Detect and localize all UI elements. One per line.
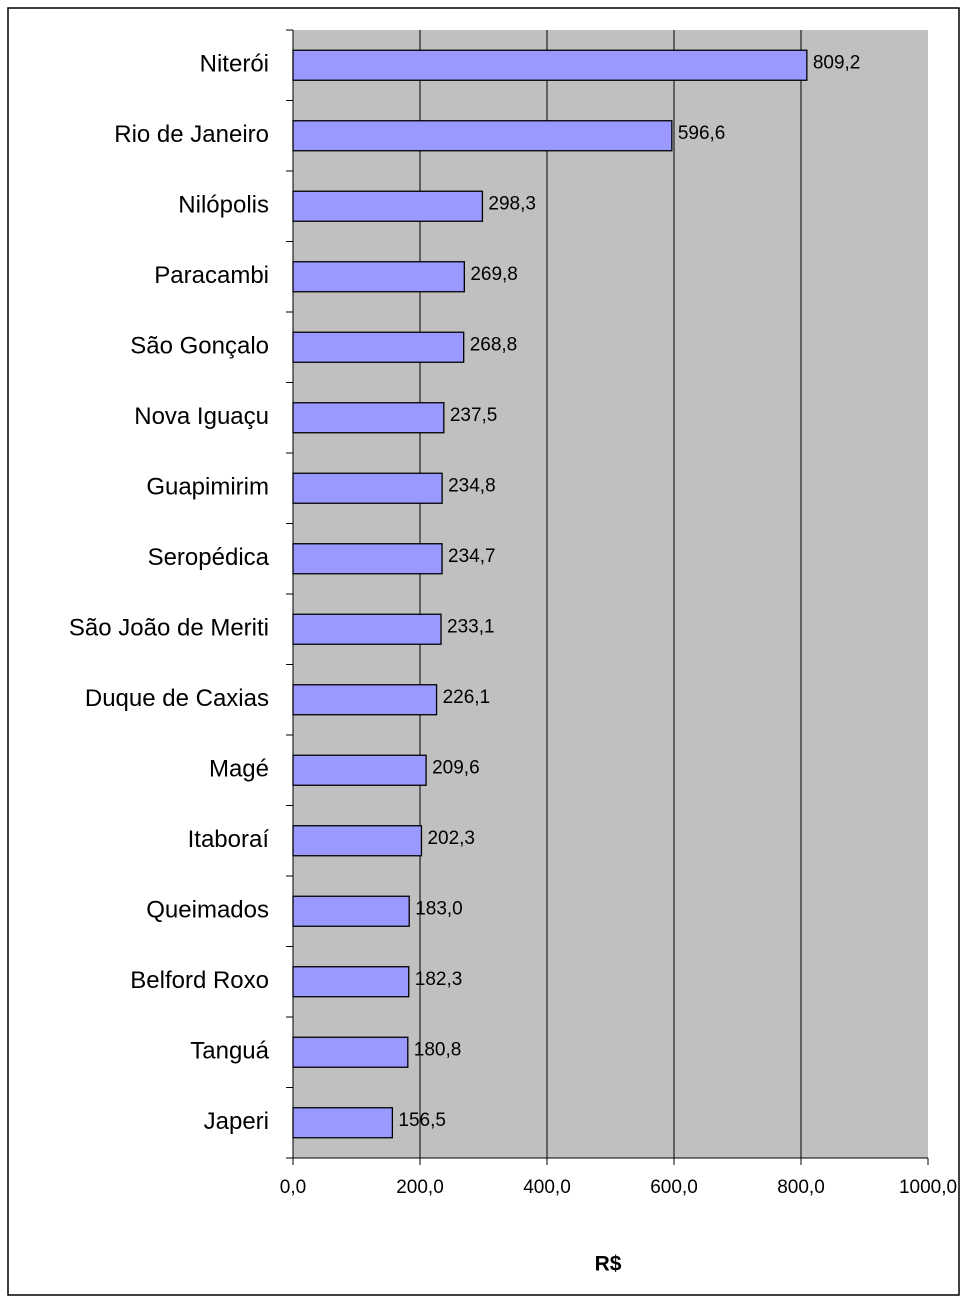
value-label: 809,2 (813, 52, 861, 73)
value-label: 269,8 (470, 264, 518, 285)
y-tick-label: Nilópolis (178, 192, 269, 219)
y-tick-label: Itaboraí (188, 826, 270, 853)
y-tick-label: São Gonçalo (130, 333, 269, 360)
value-label: 183,0 (415, 898, 463, 919)
y-tick-label: Niterói (200, 51, 269, 78)
value-label: 233,1 (447, 616, 495, 637)
value-label: 268,8 (470, 334, 518, 355)
bar (292, 472, 443, 504)
y-tick-label: Tanguá (190, 1038, 269, 1065)
value-label: 234,8 (448, 475, 496, 496)
x-tick-label: 800,0 (777, 1177, 825, 1198)
value-label: 209,6 (432, 757, 480, 778)
value-label: 202,3 (427, 828, 475, 849)
bar (292, 684, 438, 716)
bar (292, 120, 673, 152)
x-tick-label: 1000,0 (899, 1177, 957, 1198)
y-tick-label: São João de Meriti (69, 615, 269, 642)
bar (292, 1036, 409, 1068)
y-tick-label: Belford Roxo (130, 967, 269, 994)
bar (292, 49, 808, 81)
y-tick-label: Magé (209, 756, 269, 783)
x-tick-label: 0,0 (280, 1177, 306, 1198)
bar (292, 402, 445, 434)
value-label: 596,6 (678, 123, 726, 144)
y-tick-label: Seropédica (148, 544, 270, 571)
bar (292, 895, 410, 927)
value-label: 180,8 (414, 1039, 462, 1060)
bar (292, 331, 465, 363)
bar (292, 825, 423, 857)
x-tick-label: 200,0 (396, 1177, 444, 1198)
value-label: 237,5 (450, 405, 498, 426)
x-axis-label: R$ (595, 1253, 622, 1276)
bar (292, 1107, 394, 1139)
y-tick-label: Nova Iguaçu (134, 403, 269, 430)
bar (292, 613, 442, 645)
y-tick-label: Japeri (204, 1108, 269, 1135)
y-tick-label: Duque de Caxias (85, 685, 269, 712)
y-tick-label: Paracambi (154, 262, 269, 289)
bar (292, 261, 465, 293)
value-label: 226,1 (443, 687, 491, 708)
y-tick-label: Queimados (146, 897, 269, 924)
x-tick-label: 600,0 (650, 1177, 698, 1198)
y-tick-label: Guapimirim (146, 474, 269, 501)
value-label: 298,3 (488, 193, 536, 214)
bar (292, 190, 484, 222)
value-label: 234,7 (448, 546, 496, 567)
value-label: 156,5 (398, 1110, 446, 1131)
bar (292, 966, 410, 998)
x-tick-label: 400,0 (523, 1177, 571, 1198)
bar (292, 754, 427, 786)
y-tick-label: Rio de Janeiro (114, 121, 269, 148)
value-label: 182,3 (415, 969, 463, 990)
bar (292, 543, 443, 575)
